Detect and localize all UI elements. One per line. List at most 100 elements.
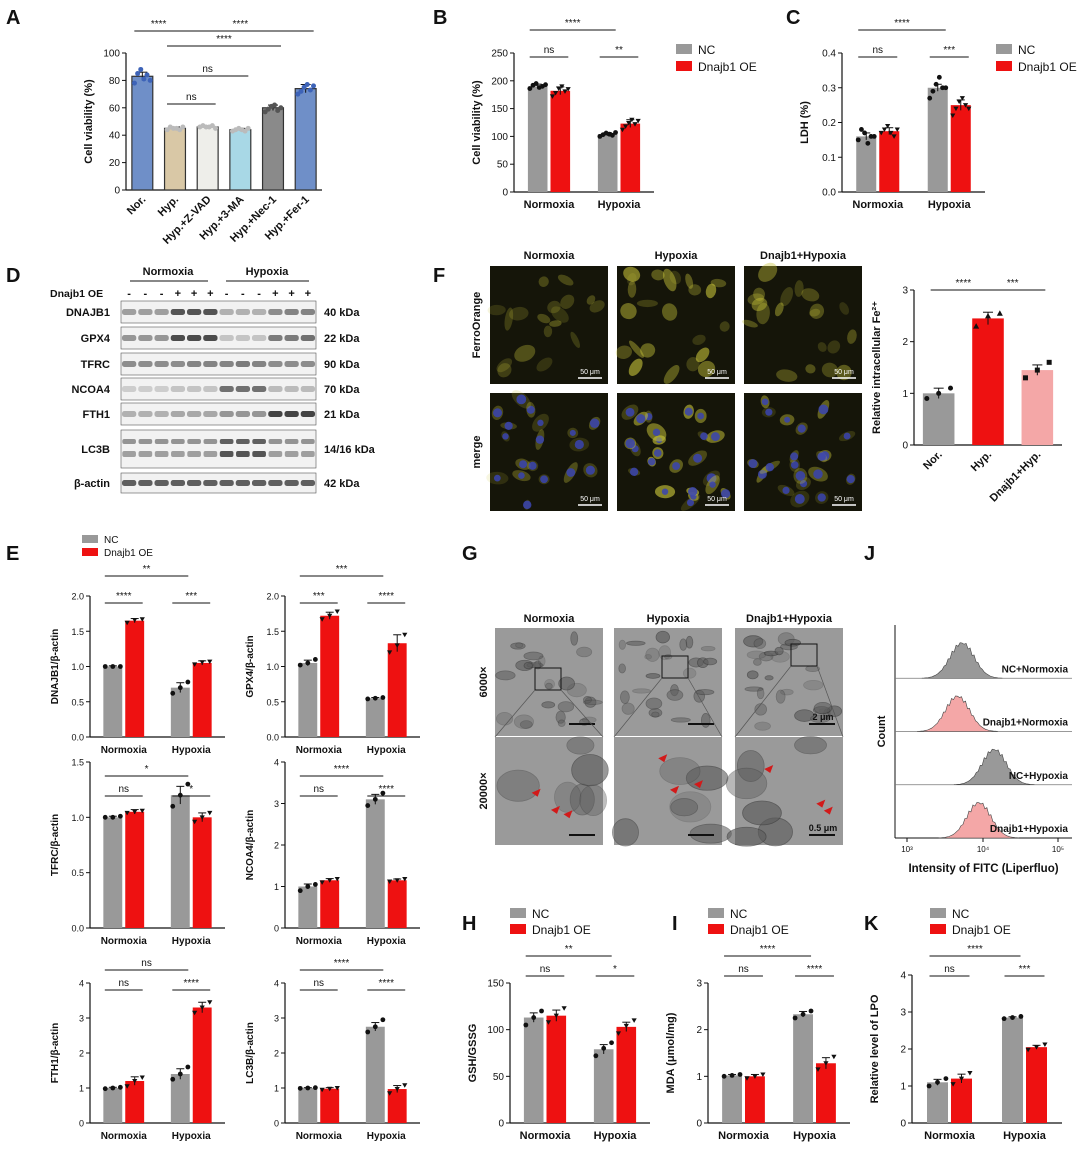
data-point [170, 690, 176, 696]
significance-label: ns [118, 978, 129, 989]
data-point [138, 66, 144, 72]
histogram [938, 802, 1020, 839]
nucleus [797, 424, 806, 433]
oe-sign: - [225, 288, 229, 300]
blot-band [170, 335, 186, 341]
x-tick-label: Normoxia [101, 936, 148, 947]
y-tick-label: 0 [900, 1119, 906, 1130]
chart-e3: 0.0 0.5 1.0 1.5 TFRC/β-actin Normoxia Hypoxia *… [50, 758, 225, 947]
mitochondria-arrow [764, 764, 774, 773]
blot-band [219, 335, 234, 341]
mitochondria-arrow [669, 785, 679, 794]
data-point [609, 1040, 614, 1046]
x-tick-label: Normoxia [520, 1130, 572, 1142]
zoom-box [661, 655, 689, 679]
organelle [744, 686, 764, 692]
bar [972, 318, 1004, 445]
data-point [102, 814, 108, 820]
data-point [943, 1076, 949, 1081]
protein-label: DNAJB1 [66, 307, 110, 319]
legend-k: NC Dnajb1 OE [930, 907, 1011, 937]
blot-band [301, 439, 315, 444]
y-tick-label: 150 [487, 979, 504, 990]
data-point [613, 130, 618, 135]
cell-signal [776, 369, 798, 382]
nucleus [748, 459, 758, 469]
data-point [131, 80, 137, 86]
bar [103, 666, 123, 737]
data-point [272, 102, 278, 108]
data-point [327, 878, 333, 883]
y-tick-label: 100 [491, 132, 508, 143]
mw-label: 14/16 kDa [324, 444, 376, 456]
organelle [803, 680, 824, 691]
data-point [996, 310, 1003, 316]
blot-band [251, 386, 267, 392]
cell-signal [537, 313, 551, 324]
organelle [523, 661, 533, 670]
data-point [311, 83, 317, 89]
bar [125, 811, 145, 928]
y-tick-label: 1 [900, 1082, 906, 1093]
histogram-label: NC+Normoxia [1002, 664, 1069, 675]
blot-band [203, 386, 218, 392]
y-tick-label: 0.0 [822, 188, 836, 199]
blot-band [154, 335, 169, 341]
significance-label: ns [872, 45, 883, 56]
cell-signal [536, 357, 553, 372]
legend-swatch-oe [510, 924, 526, 934]
blot-band [251, 335, 267, 341]
em-row-label: 20000× [478, 772, 490, 809]
nucleus [795, 471, 806, 481]
y-axis-label: GPX4/β-actin [245, 635, 256, 697]
bar [550, 90, 571, 192]
mitochondria-arrow [531, 788, 541, 797]
data-point [334, 1086, 340, 1091]
y-axis-label: Cell viability (%) [471, 80, 483, 165]
organelle [513, 714, 534, 729]
blot-band [187, 439, 201, 444]
significance-label: ns [540, 964, 551, 975]
cell-signal [623, 266, 641, 282]
nucleus [684, 407, 693, 416]
x-tick-label: Normoxia [296, 936, 343, 947]
condition-label: Normoxia [143, 266, 195, 278]
data-point [894, 127, 900, 132]
legend-swatch-oe [676, 61, 692, 71]
blot-band [252, 439, 266, 444]
cell-signal [751, 297, 768, 312]
y-axis-label: NCOA4/β-actin [245, 810, 256, 881]
scale-bar-label: 50 μm [580, 496, 600, 503]
organelle [621, 702, 635, 715]
data-point [1001, 1016, 1007, 1022]
data-point [967, 1071, 973, 1076]
significance-label: *** [313, 591, 325, 602]
x-tick-label: Normoxia [718, 1130, 770, 1142]
significance-label: ns [313, 784, 324, 795]
data-point [124, 1084, 130, 1089]
data-point [950, 113, 956, 119]
significance-label: *** [336, 564, 348, 575]
y-tick-label: 0.0 [71, 733, 84, 743]
blot-band [236, 439, 250, 444]
bar [856, 136, 877, 192]
y-tick-label: 2 [900, 1045, 906, 1056]
data-point [185, 679, 191, 685]
blot-band [284, 480, 299, 486]
legend-label-nc: NC [952, 907, 970, 921]
histogram-label: Dnajb1+Hypoxia [990, 824, 1069, 835]
x-tick-label: Normoxia [524, 199, 576, 211]
x-tick-label: Normoxia [296, 1131, 343, 1142]
protein-label: FTH1 [83, 409, 111, 421]
data-point [380, 1017, 386, 1023]
y-tick-label: 3 [696, 979, 702, 990]
legend-swatch-oe [708, 924, 724, 934]
data-point [297, 888, 303, 894]
cell-signal [586, 295, 596, 305]
y-tick-label: 0 [502, 188, 508, 199]
organelle [651, 711, 660, 718]
significance-brackets: **** ns *** [858, 18, 969, 58]
data-point [319, 880, 325, 885]
y-tick-label: 2.0 [266, 592, 279, 602]
